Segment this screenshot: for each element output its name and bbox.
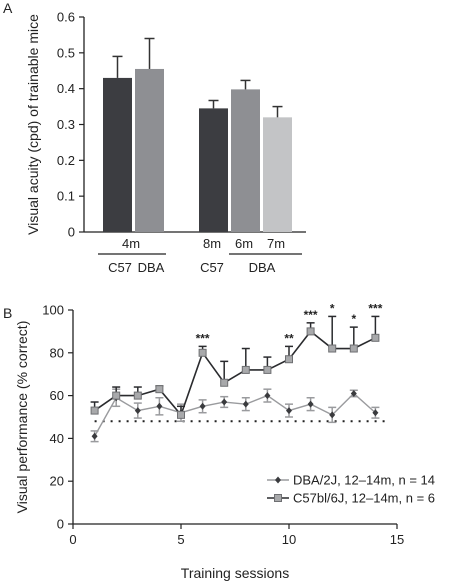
- bar: [103, 77, 132, 233]
- y-tick-label: 80: [50, 345, 64, 360]
- data-point: [177, 410, 185, 419]
- data-point: [90, 406, 99, 415]
- data-point: [155, 385, 164, 394]
- data-point: [221, 398, 228, 406]
- bar: [199, 108, 228, 232]
- line-chart: 0 20 40 60 80 100 0 5 10 15 Training sessions Visua…: [14, 301, 435, 581]
- strain-label: C57: [200, 260, 224, 275]
- x-tick-label: 15: [390, 532, 404, 547]
- y-tick-label: 0.6: [57, 10, 75, 25]
- legend-marker: [274, 494, 282, 502]
- data-point: [133, 391, 142, 400]
- data-point: [199, 402, 206, 410]
- age-label: 6m: [235, 236, 253, 251]
- significance-label: ***: [368, 301, 382, 315]
- bar-chart: 0 0.1 0.2 0.3 0.4 0.5 0.6 Visual acuity (cpd) o…: [25, 10, 306, 275]
- significance-label: ***: [304, 308, 318, 322]
- legend-label: C57bl/6J, 12–14m, n = 6: [293, 491, 435, 506]
- series-line: [93, 392, 376, 437]
- significance-label: *: [330, 301, 335, 315]
- data-point: [91, 432, 98, 440]
- data-point: [329, 411, 336, 419]
- y-tick-label: 0.1: [57, 189, 75, 204]
- data-point: [349, 344, 358, 353]
- y-axis-title: Visual performance (% correct): [14, 321, 30, 514]
- data-point: [286, 407, 292, 415]
- data-point: [242, 400, 249, 408]
- y-axis-title: Visual acuity (cpd) of trainable mice: [25, 14, 41, 235]
- data-point: [198, 348, 207, 357]
- legend-label: DBA/2J, 12–14m, n = 14: [293, 473, 435, 488]
- y-tick-label: 20: [50, 474, 64, 489]
- y-tick-label: 40: [50, 431, 64, 446]
- y-tick-label: 0.4: [57, 81, 75, 96]
- y-tick-label: 0.3: [57, 117, 75, 132]
- legend-marker: [275, 476, 281, 484]
- data-point: [134, 407, 141, 415]
- significance-label: **: [284, 331, 294, 345]
- data-point: [264, 392, 271, 400]
- y-tick-label: 100: [42, 303, 64, 318]
- data-point: [328, 344, 337, 353]
- y-tick-label: 0.5: [57, 45, 75, 60]
- data-point: [307, 400, 314, 408]
- x-tick-label: 10: [282, 532, 296, 547]
- data-point: [306, 327, 315, 336]
- data-point: [220, 378, 229, 387]
- age-label: 7m: [267, 236, 285, 251]
- panel-a-letter: A: [3, 0, 13, 16]
- bar: [231, 89, 260, 232]
- strain-label: DBA: [138, 260, 165, 275]
- bar: [135, 68, 164, 232]
- strain-label: DBA: [249, 260, 276, 275]
- age-label: 8m: [203, 236, 221, 251]
- x-axis-title: Training sessions: [181, 565, 289, 581]
- y-tick-label: 60: [50, 388, 64, 403]
- data-point: [371, 333, 380, 342]
- y-tick-label: 0.2: [57, 153, 75, 168]
- data-point: [372, 409, 379, 417]
- age-label: 4m: [122, 236, 140, 251]
- y-tick-label: 0: [57, 517, 64, 532]
- significance-label: *: [351, 312, 356, 326]
- panel-b-letter: B: [3, 305, 12, 321]
- data-point: [263, 365, 272, 374]
- strain-label: C57: [108, 260, 132, 275]
- data-point: [156, 402, 163, 410]
- x-tick-label: 5: [177, 532, 184, 547]
- data-point: [285, 355, 293, 364]
- y-tick-label: 0: [68, 225, 75, 240]
- data-point: [241, 365, 250, 374]
- significance-label: ***: [196, 331, 210, 345]
- x-tick-label: 0: [69, 532, 76, 547]
- bar: [263, 117, 292, 232]
- data-point: [350, 389, 357, 397]
- data-point: [112, 391, 121, 400]
